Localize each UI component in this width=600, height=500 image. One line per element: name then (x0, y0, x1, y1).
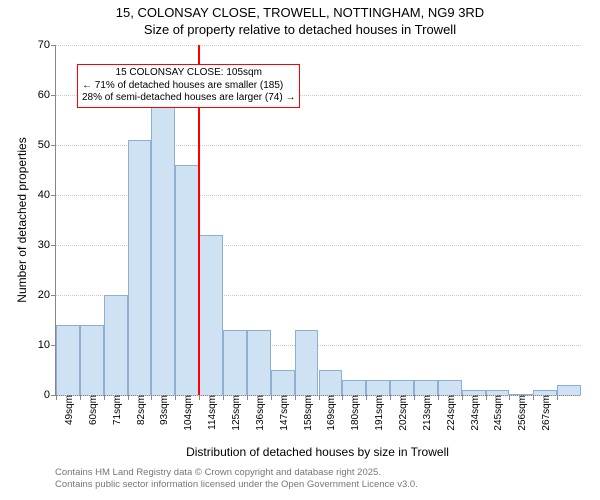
gridline (56, 45, 581, 46)
annotation-line-2: ← 71% of detached houses are smaller (18… (82, 80, 295, 93)
x-tick-mark (223, 395, 224, 400)
annotation-line-1: 15 COLONSAY CLOSE: 105sqm (82, 67, 295, 80)
histogram-bar (390, 380, 414, 395)
y-tick-label: 30 (38, 239, 50, 251)
x-tick-label: 267sqm (541, 395, 552, 431)
chart-title-line2: Size of property relative to detached ho… (0, 22, 600, 37)
y-tick-label: 60 (38, 89, 50, 101)
x-tick-mark (104, 395, 105, 400)
x-tick-mark (462, 395, 463, 400)
x-tick-label: 49sqm (64, 395, 75, 425)
x-tick-label: 158sqm (303, 395, 314, 431)
histogram-bar (223, 330, 247, 395)
histogram-bar (151, 105, 175, 395)
x-tick-mark (319, 395, 320, 400)
x-tick-label: 213sqm (422, 395, 433, 431)
plot-area: 01020304050607049sqm60sqm71sqm82sqm93sqm… (55, 45, 581, 396)
x-tick-label: 169sqm (326, 395, 337, 431)
x-tick-label: 125sqm (231, 395, 242, 431)
x-tick-label: 114sqm (207, 395, 218, 430)
y-tick-mark (51, 95, 56, 96)
x-tick-label: 60sqm (88, 395, 99, 425)
histogram-bar (366, 380, 390, 395)
chart-title-line1: 15, COLONSAY CLOSE, TROWELL, NOTTINGHAM,… (0, 5, 600, 20)
histogram-bar (342, 380, 366, 395)
x-axis-label: Distribution of detached houses by size … (55, 445, 580, 459)
footer-attribution: Contains HM Land Registry data © Crown c… (55, 467, 418, 492)
x-tick-mark (175, 395, 176, 400)
y-tick-mark (51, 245, 56, 246)
y-tick-label: 10 (38, 339, 50, 351)
x-tick-label: 147sqm (279, 395, 290, 431)
x-tick-mark (509, 395, 510, 400)
x-tick-mark (414, 395, 415, 400)
x-tick-label: 180sqm (350, 395, 361, 431)
y-tick-label: 40 (38, 189, 50, 201)
y-tick-label: 0 (44, 389, 50, 401)
y-tick-mark (51, 45, 56, 46)
x-tick-mark (271, 395, 272, 400)
histogram-bar (557, 385, 581, 395)
x-tick-mark (247, 395, 248, 400)
annotation-line-3: 28% of semi-detached houses are larger (… (82, 92, 295, 105)
histogram-bar (271, 370, 295, 395)
histogram-bar (104, 295, 128, 395)
x-tick-mark (533, 395, 534, 400)
chart-container: 15, COLONSAY CLOSE, TROWELL, NOTTINGHAM,… (0, 0, 600, 500)
y-tick-mark (51, 195, 56, 196)
annotation-box: 15 COLONSAY CLOSE: 105sqm ← 71% of detac… (77, 64, 300, 108)
histogram-bar (175, 165, 199, 395)
x-tick-mark (486, 395, 487, 400)
x-tick-label: 234sqm (470, 395, 481, 431)
y-tick-mark (51, 295, 56, 296)
x-tick-mark (199, 395, 200, 400)
histogram-bar (414, 380, 438, 395)
histogram-bar (56, 325, 80, 395)
x-tick-label: 93sqm (159, 395, 170, 425)
y-tick-mark (51, 145, 56, 146)
y-tick-label: 70 (38, 39, 50, 51)
histogram-bar (438, 380, 462, 395)
x-tick-label: 71sqm (112, 395, 123, 425)
histogram-bar (199, 235, 223, 395)
x-tick-mark (366, 395, 367, 400)
histogram-bar (247, 330, 271, 395)
y-tick-label: 50 (38, 139, 50, 151)
x-tick-mark (151, 395, 152, 400)
footer-line-1: Contains HM Land Registry data © Crown c… (55, 467, 418, 479)
x-tick-mark (342, 395, 343, 400)
x-tick-mark (80, 395, 81, 400)
x-tick-mark (295, 395, 296, 400)
y-axis-label: Number of detached properties (15, 137, 29, 302)
x-tick-label: 191sqm (374, 395, 385, 431)
x-tick-label: 245sqm (493, 395, 504, 431)
x-tick-label: 136sqm (255, 395, 266, 431)
x-tick-label: 256sqm (517, 395, 528, 431)
footer-line-2: Contains public sector information licen… (55, 479, 418, 491)
y-tick-label: 20 (38, 289, 50, 301)
histogram-bar (295, 330, 319, 395)
x-tick-mark (56, 395, 57, 400)
histogram-bar (80, 325, 104, 395)
x-tick-mark (557, 395, 558, 400)
x-tick-label: 82sqm (136, 395, 147, 425)
x-tick-label: 202sqm (398, 395, 409, 431)
x-tick-label: 104sqm (183, 395, 194, 431)
histogram-bar (319, 370, 343, 395)
x-tick-mark (390, 395, 391, 400)
x-tick-label: 224sqm (446, 395, 457, 431)
x-tick-mark (438, 395, 439, 400)
histogram-bar (128, 140, 152, 395)
x-tick-mark (128, 395, 129, 400)
